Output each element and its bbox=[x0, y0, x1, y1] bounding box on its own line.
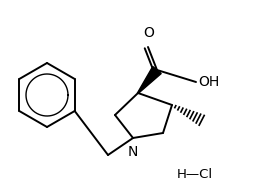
Text: OH: OH bbox=[198, 75, 219, 89]
Text: H—Cl: H—Cl bbox=[177, 169, 213, 181]
Text: O: O bbox=[143, 26, 154, 40]
Polygon shape bbox=[138, 67, 161, 93]
Text: N: N bbox=[128, 145, 138, 159]
